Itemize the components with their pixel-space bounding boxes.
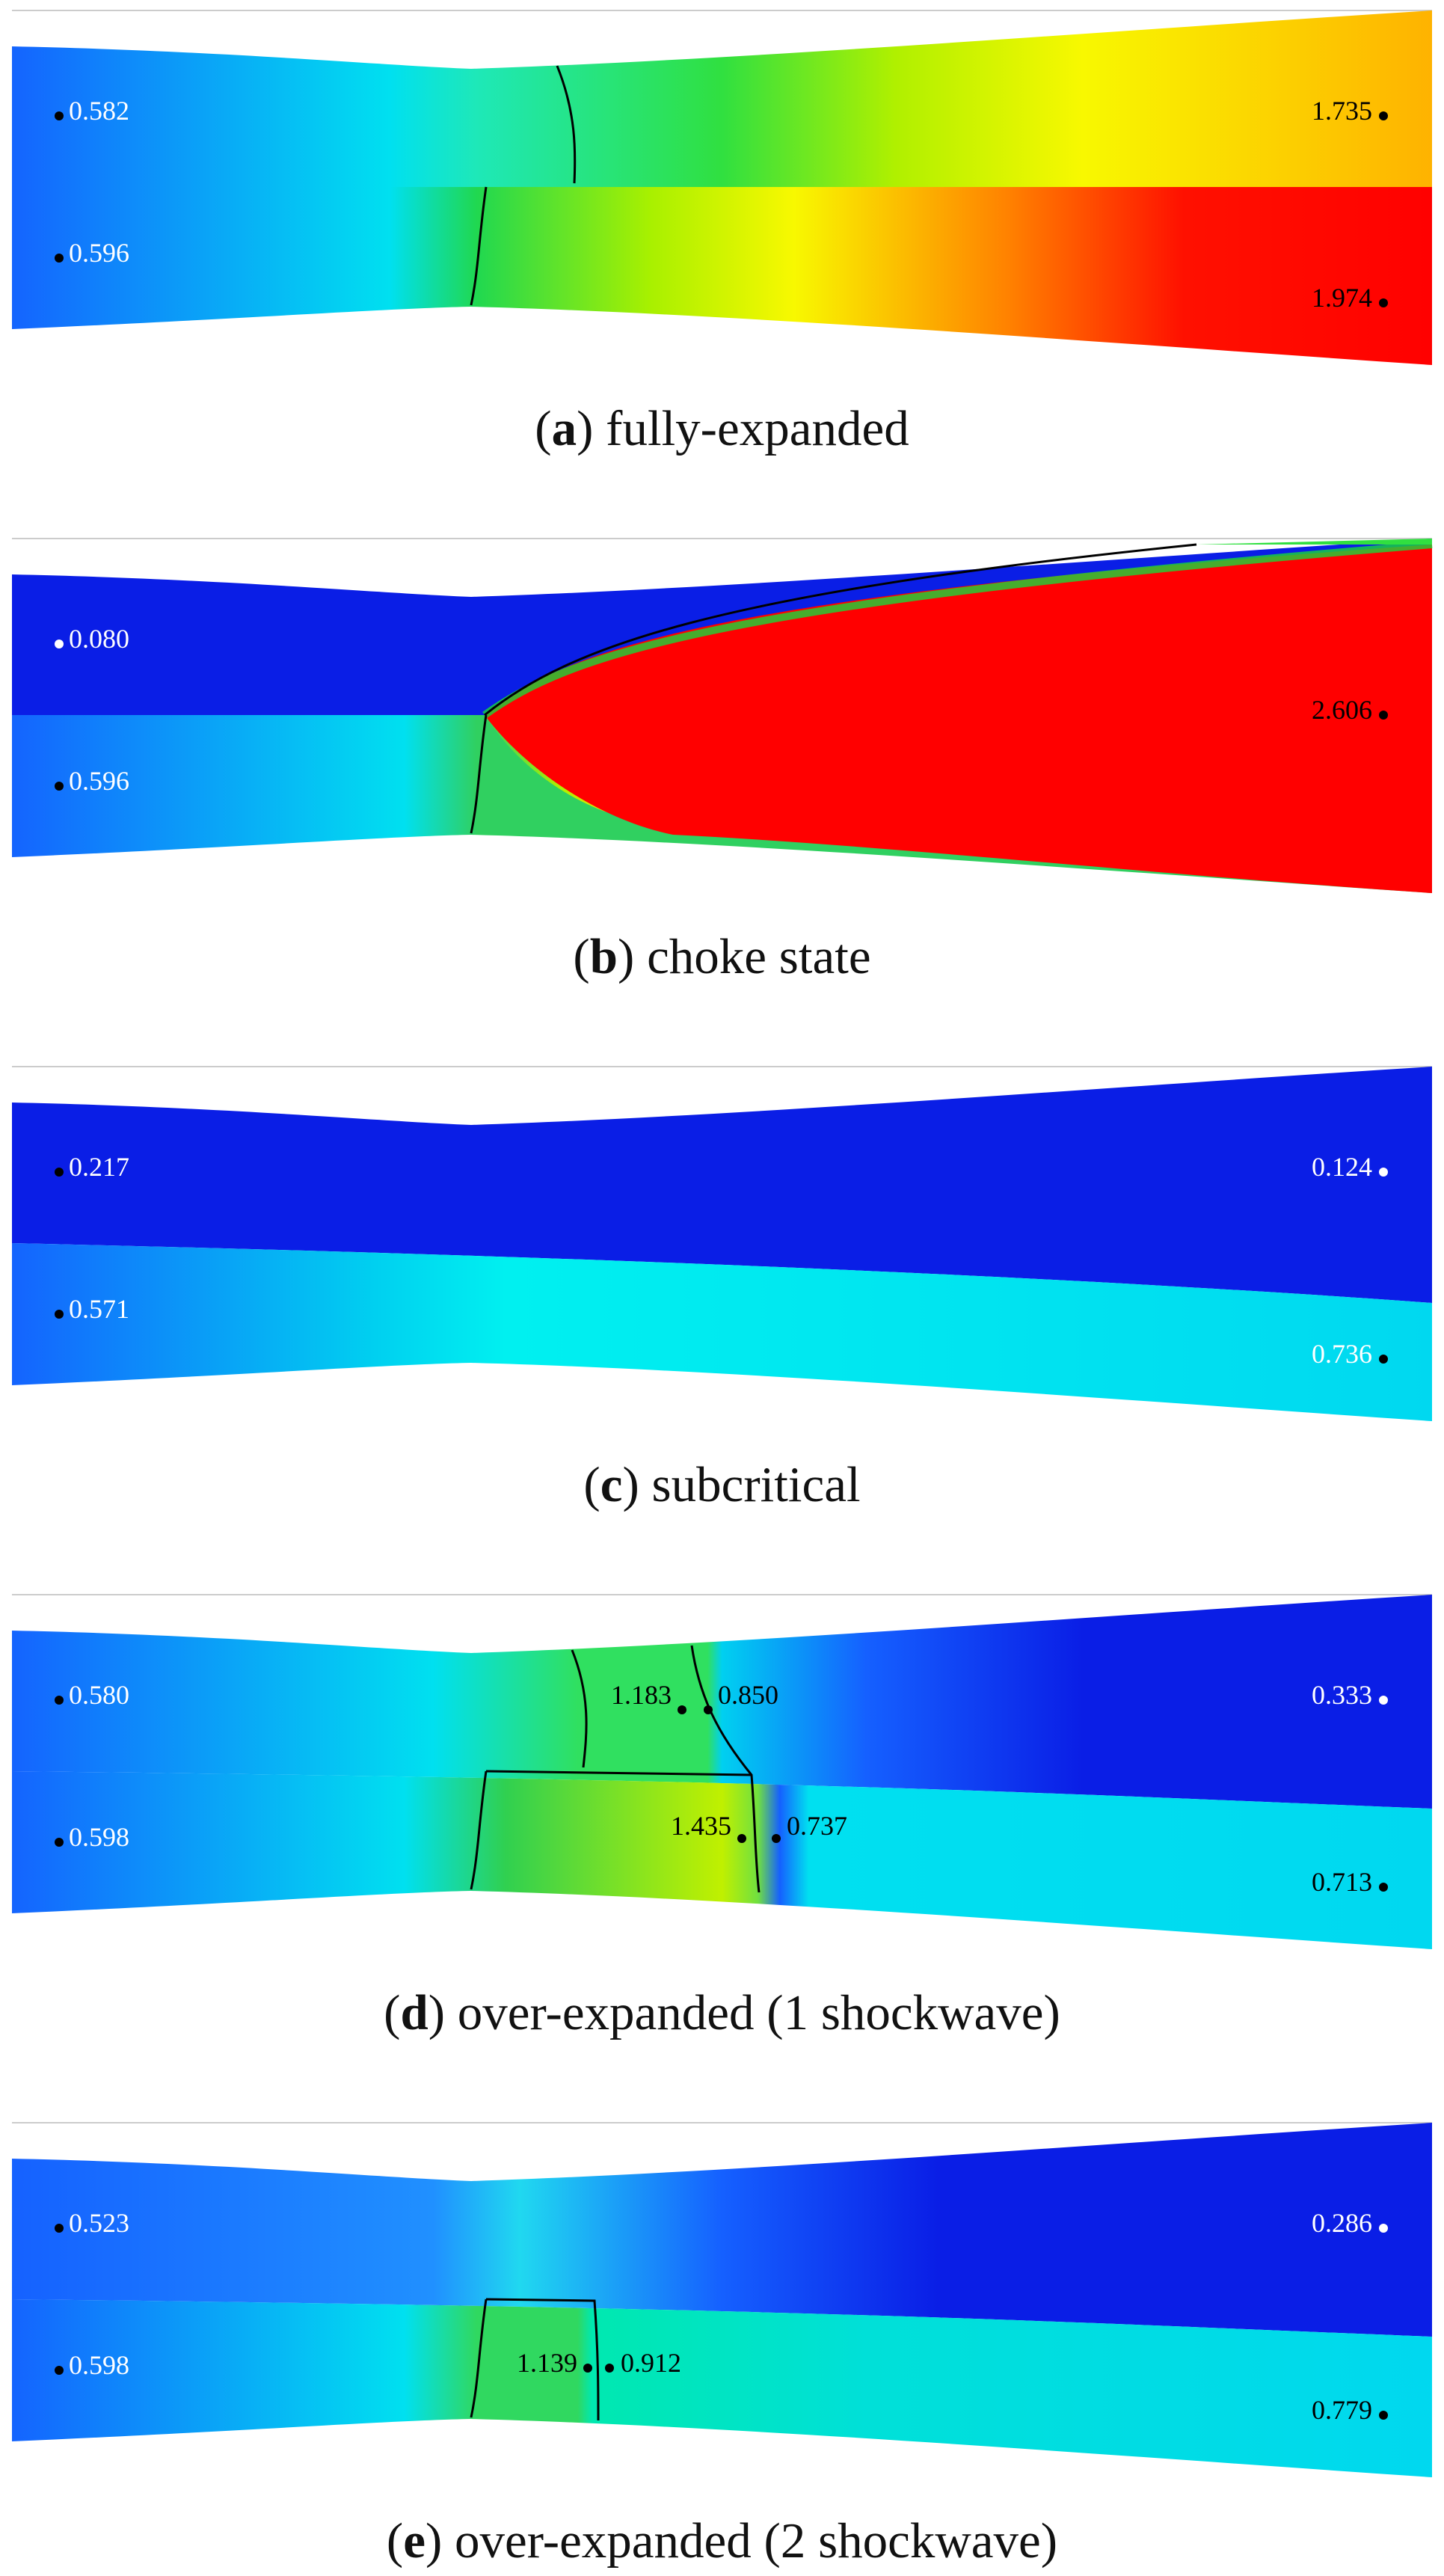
probe-value: 0.286 bbox=[1312, 2208, 1372, 2238]
probe-point-dot bbox=[55, 111, 64, 120]
probe-point-dot bbox=[678, 1705, 686, 1714]
panel-caption: (c) subcritical bbox=[583, 1457, 861, 1512]
probe-point-dot bbox=[55, 2224, 64, 2233]
panel-caption: (e) over-expanded (2 shockwave) bbox=[386, 2513, 1058, 2569]
shock-line bbox=[556, 65, 577, 184]
probe-point-dot bbox=[1379, 2224, 1388, 2233]
probe-value: 0.736 bbox=[1312, 1339, 1372, 1369]
upper-stream-c bbox=[12, 1067, 1432, 1303]
probe-point-dot bbox=[1379, 1883, 1388, 1892]
shock-line bbox=[571, 1649, 588, 1768]
panel-d: 0.580 0.598 1.183 0.850 1.435 0.737 0.33… bbox=[0, 1584, 1444, 2048]
probe-point-dot bbox=[1379, 1168, 1388, 1177]
probe-point-dot bbox=[55, 1838, 64, 1847]
probe-point-dot bbox=[772, 1834, 781, 1843]
panel-caption: (b) choke state bbox=[573, 929, 871, 984]
probe-point-dot bbox=[55, 640, 64, 648]
panel-letter: c bbox=[600, 1457, 623, 1512]
upper-stream-d bbox=[12, 1595, 1432, 1809]
shock-line bbox=[470, 1770, 488, 1890]
probe-value: 0.571 bbox=[69, 1294, 129, 1324]
probe-value: 1.139 bbox=[517, 2348, 577, 2378]
panel-title: over-expanded (1 shockwave) bbox=[457, 1985, 1060, 2040]
probe-point-dot bbox=[1379, 111, 1388, 120]
probe-point-dot bbox=[704, 1705, 713, 1714]
panel-caption: (a) fully-expanded bbox=[535, 401, 909, 456]
probe-value: 1.974 bbox=[1312, 283, 1372, 313]
probe-point-dot bbox=[737, 1834, 746, 1843]
probe-value: 0.598 bbox=[69, 2350, 129, 2380]
probe-point-dot bbox=[55, 782, 64, 791]
probe-value: 0.596 bbox=[69, 766, 129, 796]
probe-value: 0.582 bbox=[69, 96, 129, 126]
probe-value: 0.124 bbox=[1312, 1152, 1372, 1182]
contour-plot-b: 0.080 0.596 2.606 bbox=[12, 538, 1433, 893]
upper-stream-a bbox=[12, 10, 1432, 187]
shock-line bbox=[470, 186, 488, 306]
probe-value: 0.779 bbox=[1312, 2395, 1372, 2425]
shock-line bbox=[484, 543, 1197, 717]
panel-c: 0.217 0.571 0.124 0.736 (c) subcritical bbox=[0, 1056, 1444, 1520]
probe-point-dot bbox=[55, 1310, 64, 1319]
upper-stream-e bbox=[12, 2123, 1432, 2337]
probe-point-dot bbox=[1379, 711, 1388, 720]
lower-stream-d bbox=[12, 1771, 1432, 1949]
probe-point-dot bbox=[605, 2364, 614, 2373]
probe-point-dot bbox=[55, 254, 64, 263]
probe-point-dot bbox=[55, 1168, 64, 1177]
probe-value: 0.523 bbox=[69, 2208, 129, 2238]
probe-value: 0.850 bbox=[718, 1680, 778, 1710]
panel-e: 0.523 0.598 1.139 0.912 0.286 0.779 (e) … bbox=[0, 2112, 1444, 2576]
probe-point-dot bbox=[1379, 1355, 1388, 1364]
probe-value: 0.598 bbox=[69, 1822, 129, 1852]
panel-title: subcritical bbox=[651, 1457, 861, 1512]
panel-letter: e bbox=[403, 2513, 425, 2569]
probe-point-dot bbox=[1379, 298, 1388, 307]
panel-b: 0.080 0.596 2.606 (b) choke state bbox=[0, 528, 1444, 992]
lower-stream-c bbox=[12, 1243, 1432, 1421]
probe-point-dot bbox=[1379, 2411, 1388, 2420]
probe-value: 0.080 bbox=[69, 624, 129, 654]
shock-line bbox=[470, 2299, 488, 2418]
panel-letter: a bbox=[551, 401, 577, 456]
contour-plot-a: 0.582 0.596 1.735 1.974 bbox=[12, 10, 1432, 365]
probe-value: 1.183 bbox=[611, 1680, 672, 1710]
panel-title: over-expanded (2 shockwave) bbox=[455, 2513, 1058, 2569]
probe-value: 1.435 bbox=[671, 1811, 731, 1841]
panel-title: fully-expanded bbox=[606, 401, 909, 456]
panel-title: choke state bbox=[647, 929, 871, 984]
shear-layer-line bbox=[485, 1770, 752, 1776]
lower-stream-a bbox=[12, 187, 1432, 365]
panel-letter: b bbox=[589, 929, 618, 984]
probe-value: 1.735 bbox=[1312, 96, 1372, 126]
shock-line bbox=[485, 2298, 600, 2421]
panel-a: 0.582 0.596 1.735 1.974 (a) fully-expand… bbox=[0, 0, 1444, 464]
probe-value: 0.580 bbox=[69, 1680, 129, 1710]
contour-plot-c: 0.217 0.571 0.124 0.736 bbox=[12, 1066, 1432, 1421]
probe-value: 0.596 bbox=[69, 238, 129, 268]
probe-point-dot bbox=[583, 2364, 592, 2373]
probe-value: 0.333 bbox=[1312, 1680, 1372, 1710]
probe-point-dot bbox=[55, 1696, 64, 1705]
probe-value: 0.737 bbox=[787, 1811, 847, 1841]
probe-value: 2.606 bbox=[1312, 695, 1372, 725]
lower-stream-e bbox=[12, 2299, 1432, 2477]
contour-plot-d: 0.580 0.598 1.183 0.850 1.435 0.737 0.33… bbox=[12, 1594, 1432, 1949]
panel-caption: (d) over-expanded (1 shockwave) bbox=[384, 1985, 1060, 2040]
probe-value: 0.217 bbox=[69, 1152, 129, 1182]
panel-letter: d bbox=[400, 1985, 428, 2040]
probe-value: 0.713 bbox=[1312, 1867, 1372, 1897]
probe-point-dot bbox=[55, 2366, 64, 2375]
probe-value: 0.912 bbox=[621, 2348, 681, 2378]
probe-point-dot bbox=[1379, 1696, 1388, 1705]
shock-line bbox=[470, 714, 488, 834]
contour-plot-e: 0.523 0.598 1.139 0.912 0.286 0.779 bbox=[12, 2122, 1432, 2477]
